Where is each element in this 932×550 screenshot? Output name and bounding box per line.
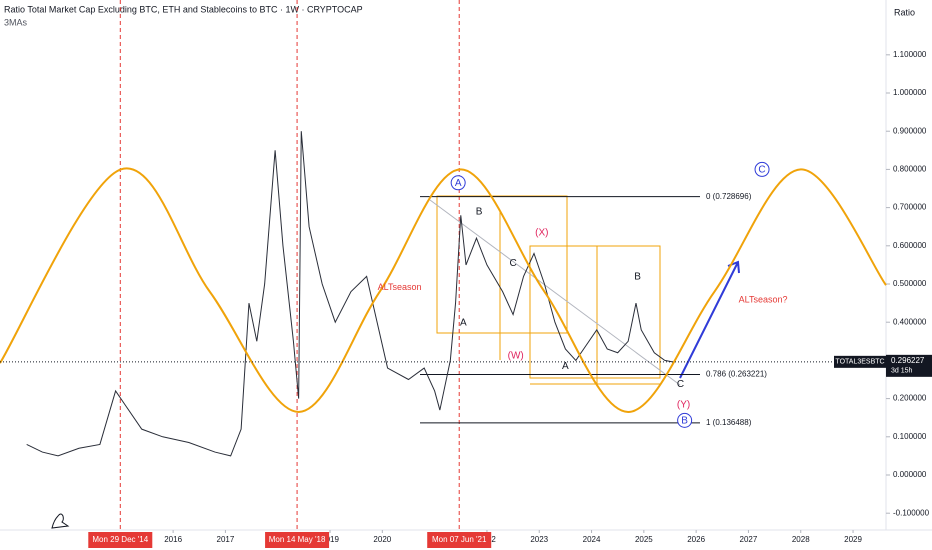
x-tick-label: 2024 xyxy=(583,535,601,544)
wave-label: A xyxy=(562,361,569,372)
date-marker-box xyxy=(88,532,153,548)
y-tick-label: 0.500000 xyxy=(893,279,927,288)
y-tick-label: 1.100000 xyxy=(893,50,927,59)
box xyxy=(436,195,568,334)
symbol-label: TOTAL3ESBTC xyxy=(835,359,884,366)
wave-circle xyxy=(677,412,693,428)
wave-label: C xyxy=(509,258,516,269)
x-tick-label: 2029 xyxy=(844,535,862,544)
annotation: ALTseason xyxy=(378,282,422,292)
wave-label: B xyxy=(681,416,688,427)
x-tick-label: 2025 xyxy=(635,535,653,544)
wave-circle xyxy=(754,161,770,177)
wave-label: C xyxy=(758,165,765,176)
chart-title: Ratio Total Market Cap Excluding BTC, ET… xyxy=(4,4,363,14)
y-tick-label: 0.400000 xyxy=(893,317,927,326)
x-tick-label: 2026 xyxy=(687,535,705,544)
wave-label: A xyxy=(455,178,462,189)
trend-line xyxy=(429,199,681,386)
wave-label: B xyxy=(634,272,641,283)
date-marker-label: Mon 14 May '18 xyxy=(269,535,326,544)
price-line xyxy=(26,131,673,457)
y-tick-label: -0.100000 xyxy=(893,508,930,517)
wave-label: (Y) xyxy=(677,399,690,410)
fib-label: 0 (0.728696) xyxy=(706,192,752,201)
y-tick-label: 0.100000 xyxy=(893,432,927,441)
y-tick-label: 0.600000 xyxy=(893,241,927,250)
y-tick-label: 0.700000 xyxy=(893,203,927,212)
wave-label: B xyxy=(476,207,483,218)
indicator-name: 3MAs xyxy=(4,17,28,27)
box xyxy=(529,245,661,379)
y-axis-label: Ratio xyxy=(894,7,915,17)
x-tick-label: 2023 xyxy=(530,535,548,544)
x-tick-label: 2017 xyxy=(217,535,235,544)
annotation: ALTseason? xyxy=(739,294,788,304)
y-tick-label: 0.000000 xyxy=(893,470,927,479)
wave-label: (X) xyxy=(535,228,548,239)
price-label: 0.296227 xyxy=(891,356,925,365)
date-marker-box xyxy=(265,532,330,548)
y-tick-label: 1.000000 xyxy=(893,88,927,97)
fib-label: 1 (0.136488) xyxy=(706,418,752,427)
wave-label: C xyxy=(677,379,684,390)
fib-label: 0.786 (0.263221) xyxy=(706,370,767,379)
wave-circle xyxy=(450,175,466,191)
cycle-curve xyxy=(0,167,887,413)
y-tick-label: 0.200000 xyxy=(893,394,927,403)
x-tick-label: 2028 xyxy=(792,535,810,544)
x-tick-label: 2019 xyxy=(321,535,339,544)
date-marker-label: Mon 29 Dec '14 xyxy=(92,535,148,544)
logo xyxy=(51,513,70,529)
x-tick-label: 2016 xyxy=(164,535,182,544)
x-tick-label: 2027 xyxy=(740,535,758,544)
y-tick-label: 0.800000 xyxy=(893,165,927,174)
symbol-box xyxy=(834,355,886,368)
x-tick-label: 2020 xyxy=(373,535,391,544)
countdown-label: 3d 15h xyxy=(891,368,913,375)
fib-boxes xyxy=(429,195,681,386)
date-marker-box xyxy=(427,532,492,548)
price-box xyxy=(886,354,932,377)
y-tick-label: 0.900000 xyxy=(893,126,927,135)
wave-label: (W) xyxy=(508,351,524,362)
date-marker-label: Mon 07 Jun '21 xyxy=(432,535,487,544)
wave-label: A xyxy=(460,317,467,328)
